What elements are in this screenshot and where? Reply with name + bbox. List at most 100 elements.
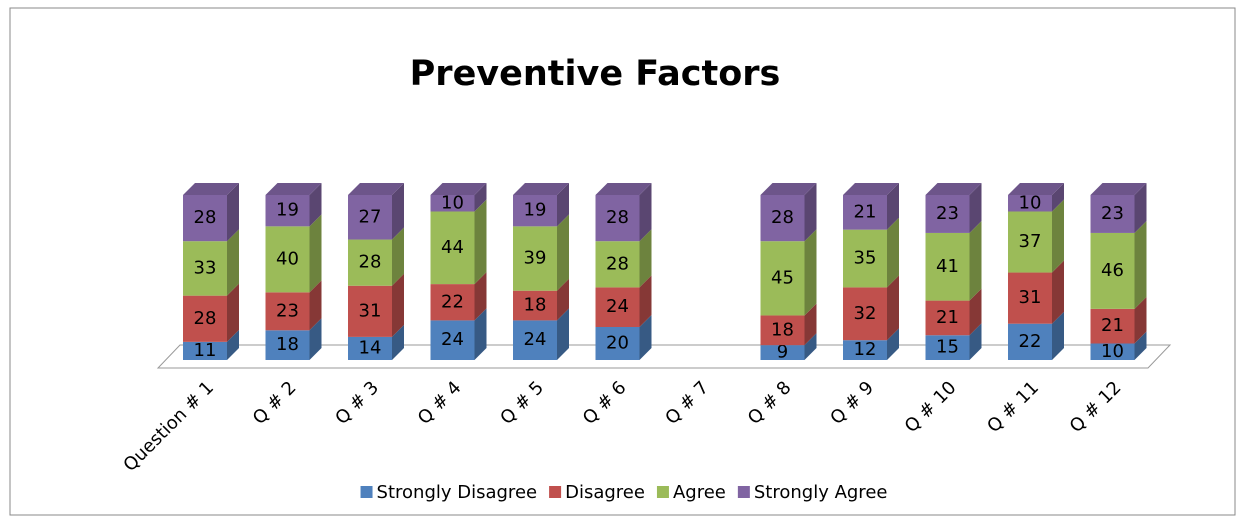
bar-front xyxy=(760,241,805,316)
bar-side xyxy=(969,183,982,233)
bar-side xyxy=(309,183,322,227)
bar-front xyxy=(183,341,227,360)
bar-segment xyxy=(183,283,239,342)
bar-segment xyxy=(430,183,487,212)
bar-top xyxy=(760,183,817,195)
bar-side xyxy=(309,318,322,360)
bar-segment xyxy=(595,315,652,360)
bar-segment xyxy=(265,280,322,331)
bar-top xyxy=(348,183,404,195)
bar-segment xyxy=(760,229,817,316)
bar-front xyxy=(595,287,640,327)
bar-front xyxy=(513,195,557,227)
data-label: 19 xyxy=(276,200,299,221)
data-label: 35 xyxy=(854,248,877,269)
data-label: 18 xyxy=(276,334,299,355)
data-label: 21 xyxy=(936,307,959,328)
bar-segment xyxy=(183,229,239,296)
bar-segment xyxy=(1008,311,1064,360)
bar-front xyxy=(430,195,475,212)
data-label: 20 xyxy=(606,333,629,354)
data-label: 23 xyxy=(276,300,299,321)
data-label: 44 xyxy=(441,237,464,258)
bar-front xyxy=(1008,195,1052,212)
bar-segment xyxy=(843,217,899,288)
bar-side xyxy=(1052,199,1064,273)
data-label: 19 xyxy=(524,200,547,221)
legend-swatch xyxy=(737,486,750,498)
bar-segment xyxy=(843,183,899,230)
bar-front xyxy=(265,226,310,293)
bar-segment xyxy=(843,328,899,360)
data-label: 45 xyxy=(771,267,794,288)
bar-front xyxy=(595,327,640,360)
data-label: 14 xyxy=(359,337,382,358)
bar-front xyxy=(760,195,805,242)
bar-side xyxy=(1134,331,1147,360)
bar-front xyxy=(348,195,392,240)
bar-side xyxy=(1052,311,1064,360)
data-label: 27 xyxy=(359,206,382,227)
bar-front xyxy=(513,226,557,291)
bar-front xyxy=(348,336,392,360)
data-label: 32 xyxy=(854,303,877,324)
bar-segment xyxy=(760,183,817,242)
bar-side xyxy=(474,183,487,212)
bar-side xyxy=(639,183,652,242)
data-label: 22 xyxy=(441,291,464,312)
bar-segment xyxy=(348,183,404,240)
bar-side xyxy=(887,275,899,341)
data-label: 37 xyxy=(1019,231,1042,252)
data-label: 28 xyxy=(194,207,217,228)
legend-swatch xyxy=(360,486,373,498)
data-label: 39 xyxy=(524,248,547,269)
bar-top xyxy=(513,183,569,195)
bar-front xyxy=(595,241,640,288)
bar-side xyxy=(309,280,322,331)
bar-side xyxy=(474,308,487,360)
legend: Strongly Disagree Disagree Agree Strongly A… xyxy=(360,482,887,503)
legend-label: Strongly Disagree xyxy=(377,482,538,503)
bar-side xyxy=(1134,183,1147,233)
data-label: 24 xyxy=(606,296,629,317)
bar-side xyxy=(557,183,569,227)
data-label: 24 xyxy=(524,329,547,350)
bar-side xyxy=(804,303,817,346)
bar-front xyxy=(925,232,970,301)
bar-side xyxy=(309,214,322,293)
bar-front xyxy=(430,211,475,285)
bar-side xyxy=(1134,220,1147,309)
data-label: 40 xyxy=(276,248,299,269)
bar-side xyxy=(227,229,239,296)
bar-side xyxy=(227,329,239,360)
bar-front xyxy=(430,320,475,360)
bar-segment xyxy=(348,227,404,286)
bar-segment xyxy=(348,273,404,337)
bar-front xyxy=(513,290,557,321)
bar-top xyxy=(595,183,652,195)
bar-segment xyxy=(925,323,982,360)
bar-front xyxy=(513,320,557,360)
bar-segment xyxy=(513,214,569,291)
bar-segment xyxy=(513,278,569,321)
bar-segment xyxy=(430,199,487,285)
data-label: 12 xyxy=(854,339,877,360)
bar-segment xyxy=(1090,331,1147,360)
data-label: 24 xyxy=(441,329,464,350)
data-label: 10 xyxy=(1101,341,1124,362)
bar-side xyxy=(227,183,239,242)
bar-side xyxy=(639,275,652,327)
data-label: 9 xyxy=(777,342,788,363)
bar-side xyxy=(969,323,982,360)
data-label: 22 xyxy=(1019,331,1042,352)
bar-side xyxy=(887,217,899,288)
bar-top xyxy=(1090,183,1147,195)
chart-title: Preventive Factors xyxy=(410,54,781,94)
bar-front xyxy=(1008,323,1052,360)
data-label: 28 xyxy=(359,252,382,273)
bar-front xyxy=(843,340,887,360)
data-label: 28 xyxy=(771,207,794,228)
data-label: 46 xyxy=(1101,260,1124,281)
bar-segment xyxy=(925,183,982,233)
